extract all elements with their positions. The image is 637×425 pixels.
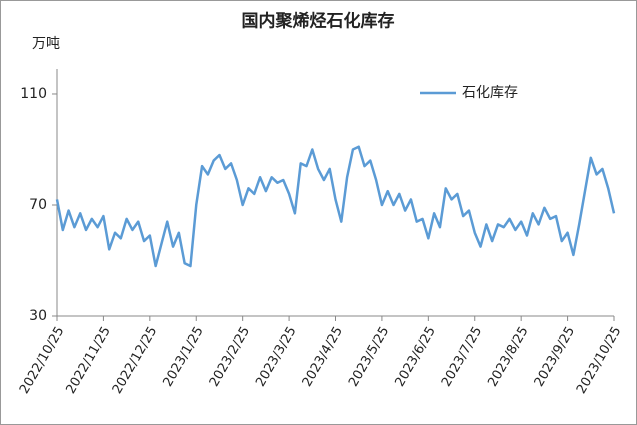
chart-title: 国内聚烯烃石化库存 xyxy=(242,11,395,32)
y-tick-label: 70 xyxy=(29,197,47,213)
legend-label: 石化库存 xyxy=(462,85,518,101)
y-tick-label: 110 xyxy=(20,86,47,102)
data-line xyxy=(55,145,616,268)
y-tick-label: 30 xyxy=(29,308,47,324)
y-axis-label: 万吨 xyxy=(32,36,60,52)
